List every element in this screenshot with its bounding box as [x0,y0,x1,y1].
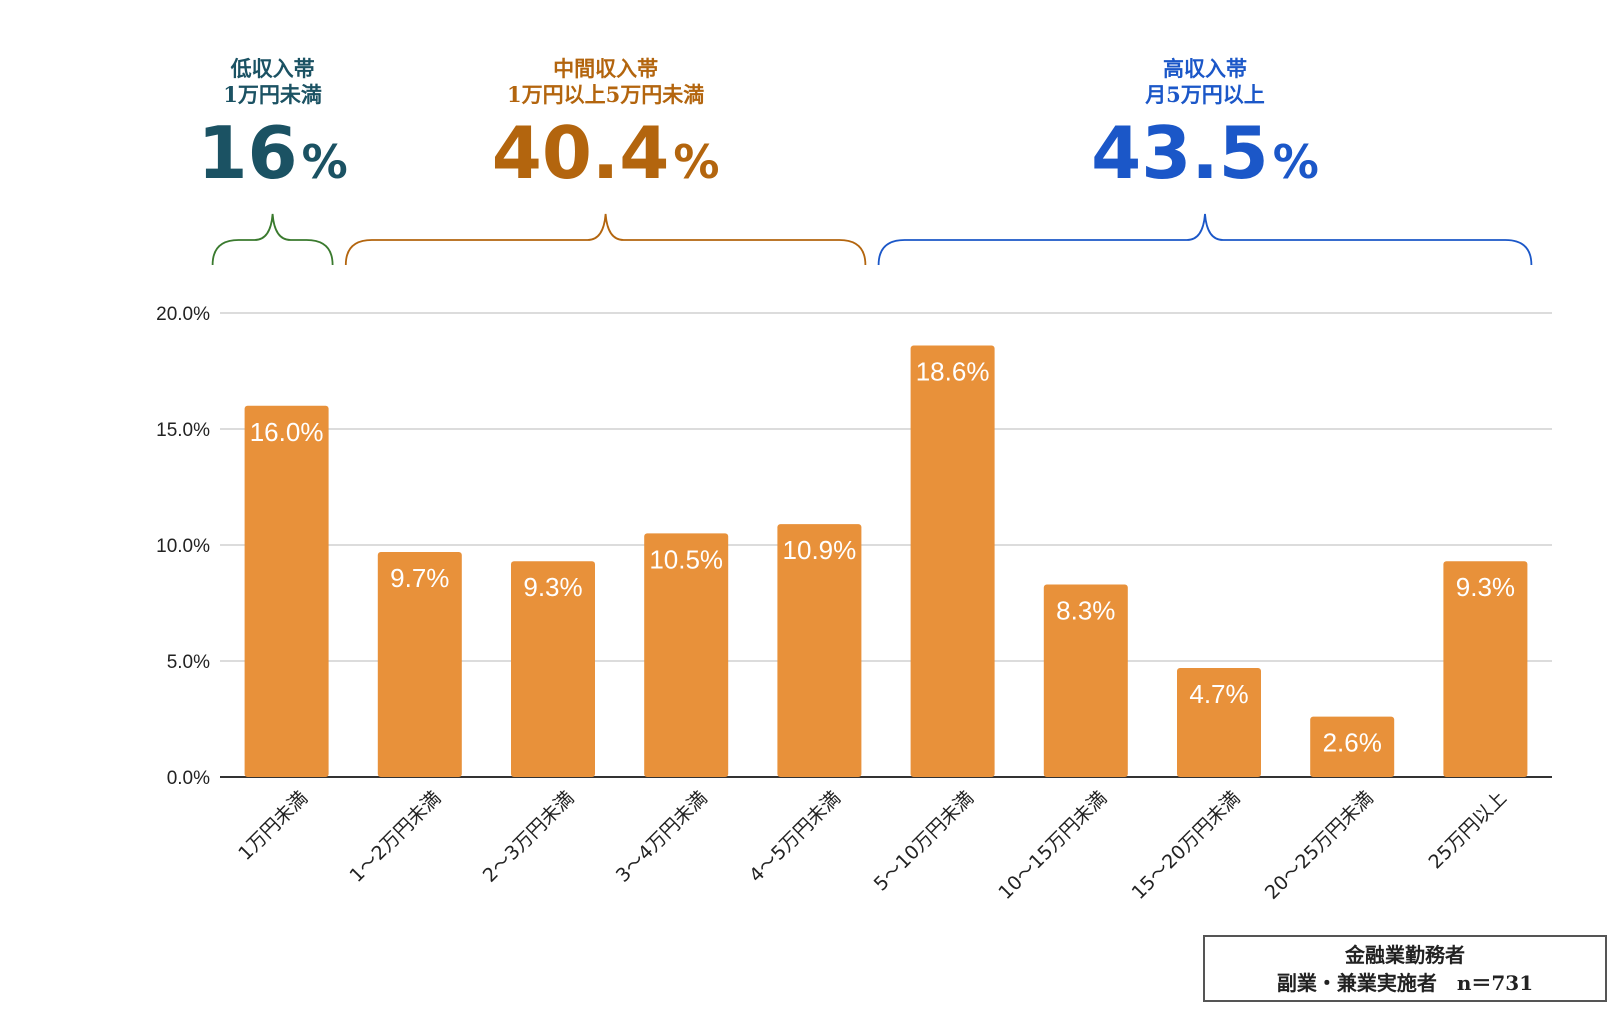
group-percent: 16% [197,111,347,195]
bar [511,561,595,777]
y-tick-label: 20.0% [156,304,210,325]
bar [910,345,995,777]
bar-data-label: 4.7% [1189,679,1248,709]
bar-data-label: 10.5% [649,544,723,574]
bar-data-label: 16.0% [250,417,324,447]
group-percent: 43.5% [1091,111,1319,195]
bar [644,533,729,777]
bar [1043,584,1128,777]
group-percent-unit: % [302,135,348,189]
bar-data-label: 9.7% [390,563,449,593]
x-tick-label: 1～2万円未満 [346,787,446,887]
x-tick-label: 4～5万円未満 [745,787,845,887]
x-tick-label: 3～4万円未満 [612,787,712,887]
x-tick-label: 20～25万円未満 [1261,787,1378,904]
bar-data-label: 8.3% [1056,595,1115,625]
group-brace [344,213,867,266]
bar-data-label: 9.3% [1456,572,1515,602]
group-percent-unit: % [1273,135,1319,189]
group-range: 1万円未満 [223,82,322,107]
group-range: 月5万円以上 [1144,82,1265,107]
y-tick-label: 5.0% [167,652,210,673]
bar [1310,716,1395,777]
group-percent: 40.4% [492,111,720,195]
x-tick-label: 5～10万円未満 [870,787,978,895]
sample-note-box: 金融業勤務者 副業・兼業実施者 n＝731 [1203,935,1607,1002]
bar-data-label: 2.6% [1323,728,1382,758]
y-tick-label: 0.0% [167,768,210,789]
group-percent-value: 43.5 [1091,111,1269,195]
group-percent-value: 40.4 [492,111,670,195]
x-tick-label-layer: 1万円未満 1～2万円未満 2～3万円未満 3～4万円未満 4～5万円未満 5～10万円未… [234,787,1511,904]
bar-data-label: 10.9% [783,535,857,565]
group-range: 1万円以上5万円未満 [507,82,704,107]
x-tick-label: 2～3万円未満 [479,787,579,887]
bar [377,551,462,777]
group-title: 低収入帯 [230,56,315,81]
note-line-2: 副業・兼業実施者 n＝731 [1276,971,1534,995]
note-line-1: 金融業勤務者 [1345,943,1465,967]
group-percent-unit: % [673,135,719,189]
bar-data-label: 9.3% [523,572,582,602]
x-tick-label: 10～15万円未満 [994,787,1111,904]
x-tick-label: 15～20万円未満 [1128,787,1245,904]
x-tick-label: 25万円以上 [1425,787,1511,873]
group-brace [877,213,1533,266]
x-tick-label: 1万円未満 [234,787,312,865]
y-tick-label: 10.0% [156,536,210,557]
group-title: 高収入帯 [1163,56,1247,81]
bar [1177,667,1261,777]
group-percent-value: 16 [197,111,297,195]
group-title: 中間収入帯 [553,56,658,81]
y-tick-label: 15.0% [156,420,210,441]
bar-data-label: 18.6% [916,356,990,386]
bar-layer: 16.0% 9.7% 9.3% 10.5% 10.9% 18.6% 8.3% 4.7% 2.6%… [244,345,1528,777]
group-brace [211,213,334,266]
bar [244,405,329,777]
bar [1443,561,1528,777]
bar [777,524,862,777]
